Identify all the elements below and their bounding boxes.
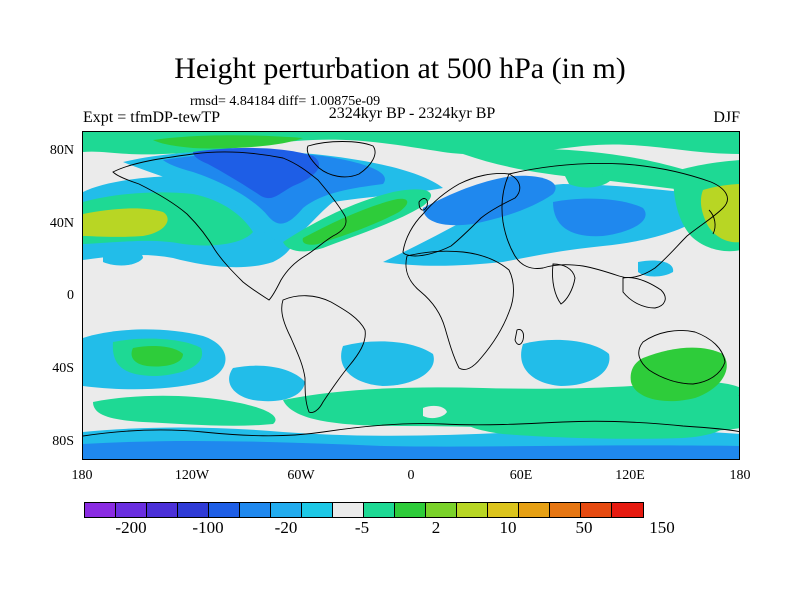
sh-contours (83, 329, 739, 459)
coast-australia (638, 330, 726, 385)
sh-blue-south (83, 440, 739, 459)
coast-asia (501, 163, 728, 279)
sh-teal-antarctic (462, 410, 726, 439)
sh-green-west (131, 346, 183, 367)
coast-europe (402, 173, 521, 257)
plot-title: Height perturbation at 500 hPa (in m) (174, 52, 626, 85)
colorbar-label: -5 (354, 518, 370, 537)
coast-antarctica (83, 420, 739, 437)
map-svg (83, 132, 739, 459)
colorbar-swatch-3 (178, 503, 209, 517)
colorbar-swatch-4 (209, 503, 240, 517)
colorbar-swatch-12 (457, 503, 488, 517)
y-tick-80s: 80S (52, 434, 74, 449)
tropics-cyan-west (103, 248, 143, 266)
stats-label: rmsd= 4.84184 diff= 1.00875e-09 (190, 94, 381, 109)
colorbar-swatch-8 (333, 503, 364, 517)
colorbar-swatch-7 (302, 503, 333, 517)
east-asia-lime (700, 184, 739, 243)
y-tick-80n: 80N (49, 143, 74, 158)
colorbar-swatch-17 (612, 503, 643, 517)
colorbar-label: -20 (274, 518, 298, 537)
x-tick-60w: 60W (287, 468, 315, 483)
coast-southeast-asia (622, 277, 666, 309)
colorbar-label: 150 (649, 518, 675, 537)
colorbar (84, 502, 644, 518)
colorbar-swatch-14 (519, 503, 550, 517)
colorbar-label: -200 (115, 518, 147, 537)
map-panel (82, 131, 740, 460)
x-tick-180e: 180 (729, 468, 751, 483)
coast-madagascar (514, 329, 524, 345)
colorbar-swatch-2 (147, 503, 178, 517)
eurasia-blue (423, 175, 556, 226)
siberia-blue (553, 198, 646, 237)
x-tick-120e: 120E (615, 468, 645, 483)
y-tick-40s: 40S (52, 361, 74, 376)
colorbar-swatch-15 (550, 503, 581, 517)
sh-cyan-south-pacific (229, 365, 305, 402)
arctic-green-band (153, 135, 303, 149)
colorbar-swatch-10 (395, 503, 426, 517)
colorbar-swatch-5 (240, 503, 271, 517)
colorbar-label: 10 (499, 518, 517, 537)
colorbar-swatch-1 (116, 503, 147, 517)
coastlines (83, 141, 739, 437)
sh-cyan-indian (521, 339, 610, 386)
pacific-north-lime (83, 208, 168, 237)
colorbar-label: 50 (575, 518, 593, 537)
y-tick-0: 0 (67, 288, 74, 303)
y-tick-40n: 40N (49, 216, 74, 231)
colorbar-swatch-11 (426, 503, 457, 517)
x-tick-60e: 60E (509, 468, 533, 483)
x-tick-180w: 180 (71, 468, 93, 483)
colorbar-swatch-13 (488, 503, 519, 517)
colorbar-swatch-9 (364, 503, 395, 517)
coast-africa (405, 250, 514, 370)
x-tick-120w: 120W (174, 468, 210, 483)
sh-green-east (630, 347, 727, 402)
period-label: 2324kyr BP - 2324kyr BP (328, 105, 496, 122)
colorbar-swatch-6 (271, 503, 302, 517)
sh-gray-pocket (423, 405, 447, 419)
siberia-teal (463, 148, 727, 193)
coast-uk (418, 198, 428, 211)
colorbar-label: 2 (431, 518, 441, 537)
central-asia-teal (563, 170, 611, 188)
coast-india (552, 263, 576, 305)
experiment-label: Expt = tfmDP-tewTP (83, 109, 221, 126)
x-tick-0: 0 (407, 468, 415, 483)
coast-new-zealand (738, 395, 739, 396)
coast-greenland (306, 141, 376, 178)
colorbar-swatch-16 (581, 503, 612, 517)
atlantic-green-band (302, 198, 408, 245)
sh-teal-south-pacific (93, 395, 276, 426)
colorbar-label: -100 (192, 518, 224, 537)
season-label: DJF (713, 109, 740, 126)
coast-japan (708, 209, 716, 235)
coast-north-america (112, 151, 347, 301)
sh-cyan-atlantic (341, 341, 434, 386)
nh-contours (83, 132, 739, 277)
coast-south-america (281, 295, 366, 413)
colorbar-swatch-0 (85, 503, 116, 517)
